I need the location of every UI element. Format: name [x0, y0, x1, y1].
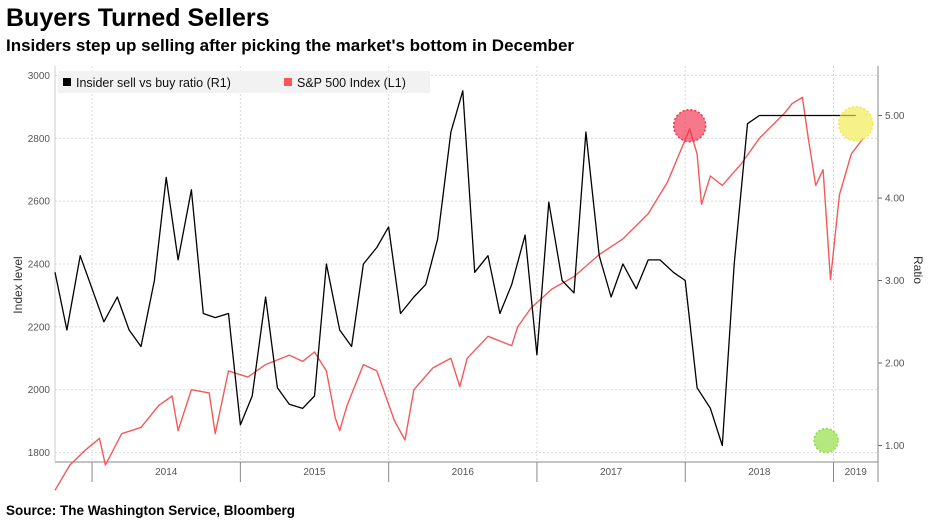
- chart-subtitle: Insiders step up selling after picking t…: [6, 36, 575, 55]
- grid-layer: [55, 66, 878, 462]
- y-left-axis-label: Index level: [11, 256, 25, 313]
- y-left-tick-label: 1800: [28, 448, 51, 459]
- insider-ratio-line: [54, 90, 856, 447]
- y-right-tick-label: 2.00: [885, 359, 905, 370]
- series-layer: [54, 90, 864, 491]
- legend-swatch-sp500: [284, 78, 292, 86]
- y-right-axis-label: Ratio: [911, 256, 925, 284]
- y-left-tick-label: 2400: [28, 260, 51, 271]
- highlight-red-marker: [672, 108, 707, 143]
- highlight-layer: [672, 106, 874, 454]
- x-tick-label: 2017: [600, 467, 623, 478]
- x-tick-label: 2018: [748, 467, 771, 478]
- y-left-tick-label: 2000: [28, 385, 51, 396]
- y-left-tick-label: 2600: [28, 197, 51, 208]
- axes-layer: 1800 2000 2200 2400 2600 2800 3000 1.00 2.00 3.00…: [28, 66, 905, 482]
- legend-label-sp500: S&P 500 Index (L1): [297, 76, 406, 90]
- y-left-tick-label: 2800: [28, 134, 51, 145]
- sp500-line: [54, 96, 864, 491]
- source-note: Source: The Washington Service, Bloomber…: [6, 503, 296, 518]
- legend-label-ratio: Insider sell vs buy ratio (R1): [76, 76, 231, 90]
- chart-title: Buyers Turned Sellers: [6, 4, 270, 32]
- highlight-green-marker: [813, 427, 839, 454]
- legend-background: [58, 71, 430, 93]
- y-right-tick-label: 3.00: [885, 276, 905, 287]
- x-tick-label: 2014: [155, 467, 178, 478]
- legend-swatch-ratio: [63, 78, 71, 86]
- highlight-yellow-marker: [838, 106, 874, 142]
- x-tick-label: 2016: [452, 467, 475, 478]
- x-tick-label: 2019: [845, 467, 868, 478]
- y-right-tick-label: 5.00: [885, 111, 905, 122]
- x-tick-label: 2015: [303, 467, 326, 478]
- y-left-tick-label: 2200: [28, 322, 51, 333]
- y-left-tick-label: 3000: [28, 71, 51, 82]
- legend: Insider sell vs buy ratio (R1) S&P 500 I…: [58, 71, 430, 93]
- y-right-tick-label: 4.00: [885, 194, 905, 205]
- y-right-tick-label: 1.00: [885, 441, 905, 452]
